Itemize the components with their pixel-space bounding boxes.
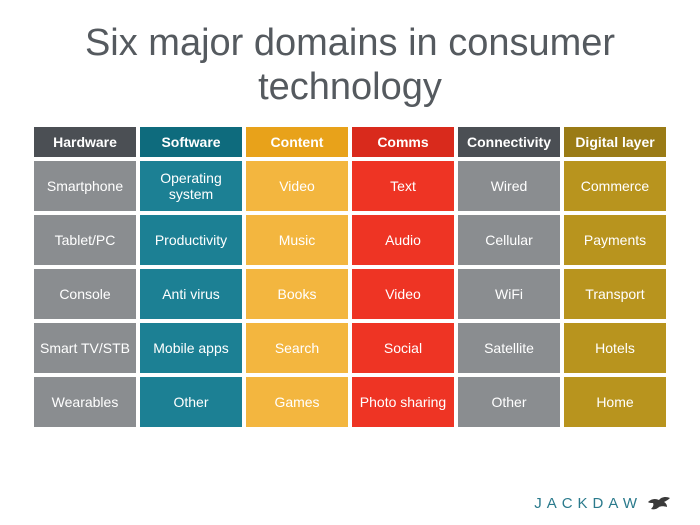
grid-cell: Smart TV/STB (34, 323, 136, 373)
grid-cell: Anti virus (140, 269, 242, 319)
grid-cell: Search (246, 323, 348, 373)
grid-cell: Smartphone (34, 161, 136, 211)
grid-column: Content VideoMusicBooksSearchGames (246, 127, 348, 427)
grid-column: Connectivity WiredCellularWiFiSatelliteOt… (458, 127, 560, 427)
grid-cell: Music (246, 215, 348, 265)
column-header: Hardware (34, 127, 136, 157)
grid-cell: Wearables (34, 377, 136, 427)
column-header: Digital layer (564, 127, 666, 157)
grid-column: Comms TextAudioVideoSocialPhoto sharing (352, 127, 454, 427)
page-title: Six major domains in consumer technology (0, 0, 700, 127)
grid-cell: Books (246, 269, 348, 319)
grid-cell: Tablet/PC (34, 215, 136, 265)
grid-cell: Payments (564, 215, 666, 265)
grid-cell: Text (352, 161, 454, 211)
grid-cell: Photo sharing (352, 377, 454, 427)
grid-column: Digital layerCommercePaymentsTransportHo… (564, 127, 666, 427)
grid-cell: Social (352, 323, 454, 373)
brand-logo: JACKDAW (534, 493, 672, 513)
column-header: Comms (352, 127, 454, 157)
grid-column: Hardware SmartphoneTablet/PCConsoleSmart … (34, 127, 136, 427)
jackdaw-bird-icon (646, 493, 672, 513)
brand-text: JACKDAW (534, 495, 642, 512)
grid-cell: Other (458, 377, 560, 427)
grid-cell: Satellite (458, 323, 560, 373)
grid-cell: Home (564, 377, 666, 427)
grid-cell: Transport (564, 269, 666, 319)
grid-cell: Cellular (458, 215, 560, 265)
domains-grid: Hardware SmartphoneTablet/PCConsoleSmart … (0, 127, 700, 427)
column-header: Content (246, 127, 348, 157)
grid-cell: Other (140, 377, 242, 427)
grid-cell: Audio (352, 215, 454, 265)
grid-cell: WiFi (458, 269, 560, 319)
grid-cell: Video (246, 161, 348, 211)
grid-cell: Hotels (564, 323, 666, 373)
grid-cell: Mobile apps (140, 323, 242, 373)
grid-cell: Video (352, 269, 454, 319)
column-header: Software (140, 127, 242, 157)
grid-cell: Commerce (564, 161, 666, 211)
column-header: Connectivity (458, 127, 560, 157)
grid-column: Software Operating systemProductivityAnti… (140, 127, 242, 427)
grid-cell: Productivity (140, 215, 242, 265)
grid-cell: Wired (458, 161, 560, 211)
grid-cell: Games (246, 377, 348, 427)
grid-cell: Operating system (140, 161, 242, 211)
grid-cell: Console (34, 269, 136, 319)
